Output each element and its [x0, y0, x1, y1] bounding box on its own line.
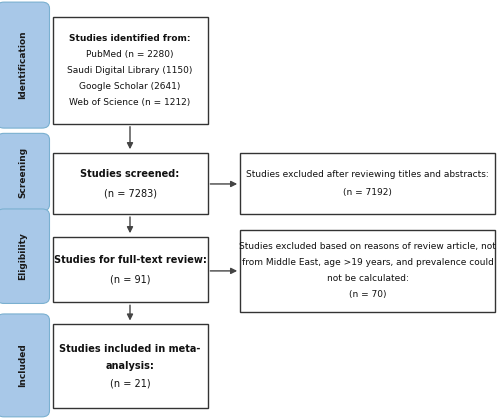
Text: (n = 91): (n = 91): [110, 274, 150, 284]
FancyBboxPatch shape: [52, 324, 208, 408]
Text: Web of Science (n = 1212): Web of Science (n = 1212): [70, 98, 190, 107]
Text: Eligibility: Eligibility: [18, 232, 28, 280]
Text: Studies screened:: Studies screened:: [80, 169, 180, 179]
Text: Screening: Screening: [18, 147, 28, 198]
Text: Identification: Identification: [18, 31, 28, 100]
FancyBboxPatch shape: [52, 17, 208, 124]
FancyBboxPatch shape: [0, 2, 50, 128]
Text: from Middle East, age >19 years, and prevalence could: from Middle East, age >19 years, and pre…: [242, 258, 494, 267]
Text: Included: Included: [18, 344, 28, 387]
Text: (n = 7283): (n = 7283): [104, 188, 156, 198]
FancyBboxPatch shape: [52, 153, 208, 214]
Text: (n = 21): (n = 21): [110, 379, 150, 389]
Text: PubMed (n = 2280): PubMed (n = 2280): [86, 50, 174, 59]
FancyBboxPatch shape: [52, 237, 208, 302]
Text: Studies identified from:: Studies identified from:: [69, 34, 191, 43]
FancyBboxPatch shape: [0, 134, 50, 211]
FancyBboxPatch shape: [0, 314, 50, 417]
Text: Saudi Digital Library (1150): Saudi Digital Library (1150): [68, 66, 192, 75]
Text: (n = 70): (n = 70): [349, 290, 386, 299]
Text: Studies for full-text review:: Studies for full-text review:: [54, 255, 206, 265]
FancyBboxPatch shape: [0, 209, 50, 303]
Text: not be calculated:: not be calculated:: [326, 274, 408, 283]
Text: Studies excluded after reviewing titles and abstracts:: Studies excluded after reviewing titles …: [246, 171, 489, 179]
Text: analysis:: analysis:: [106, 361, 154, 371]
Text: Google Scholar (2641): Google Scholar (2641): [80, 82, 180, 91]
Text: (n = 7192): (n = 7192): [343, 188, 392, 197]
Text: Studies excluded based on reasons of review article, not: Studies excluded based on reasons of rev…: [239, 242, 496, 251]
Text: Studies included in meta-: Studies included in meta-: [60, 344, 200, 354]
FancyBboxPatch shape: [240, 230, 495, 312]
FancyBboxPatch shape: [240, 153, 495, 214]
